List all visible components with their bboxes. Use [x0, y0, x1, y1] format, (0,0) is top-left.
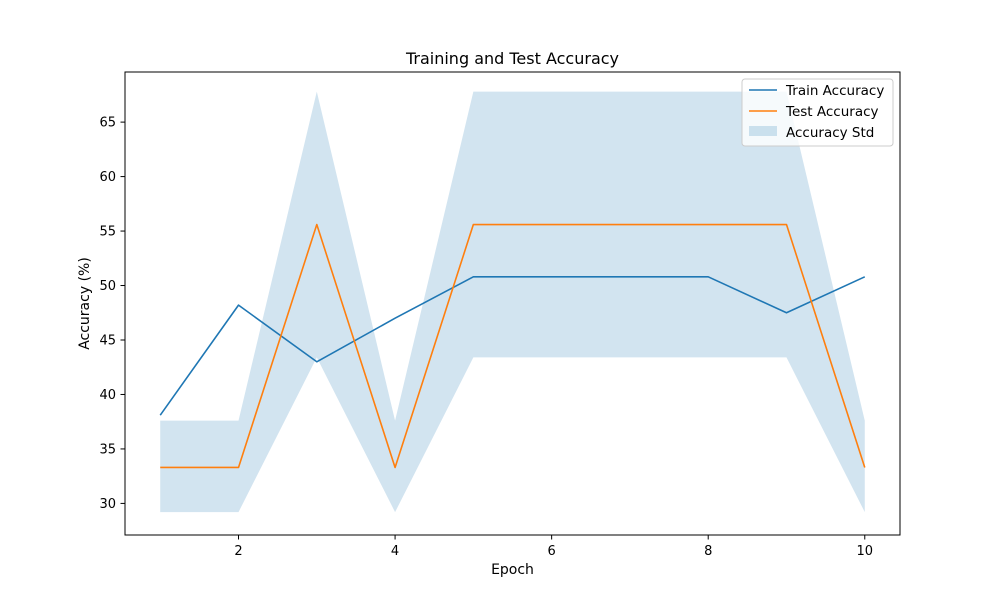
- y-tick-label: 30: [99, 497, 116, 512]
- y-tick-label: 60: [99, 170, 116, 185]
- legend-test-label: Test Accuracy: [785, 104, 879, 120]
- chart-title: Training and Test Accuracy: [405, 49, 619, 68]
- legend: Train Accuracy Test Accuracy Accuracy St…: [741, 78, 894, 147]
- std-band: [160, 91, 865, 513]
- legend-train-label: Train Accuracy: [785, 83, 884, 99]
- x-tick-label: 10: [856, 544, 873, 559]
- y-axis-label: Accuracy (%): [77, 257, 93, 350]
- legend-std-swatch: [749, 126, 777, 136]
- x-axis-label: Epoch: [491, 562, 534, 578]
- x-tick-label: 6: [548, 544, 556, 559]
- y-tick-label: 35: [99, 442, 116, 457]
- x-tick-label: 2: [234, 544, 242, 559]
- x-tick-label: 4: [391, 544, 399, 559]
- y-tick-label: 50: [99, 279, 116, 294]
- y-tick-label: 65: [99, 116, 116, 131]
- y-tick-label: 40: [99, 388, 116, 403]
- x-tick-label: 8: [704, 544, 712, 559]
- plot-area: [159, 91, 866, 513]
- series-line-train: [159, 276, 866, 416]
- plot-frame: [124, 71, 901, 536]
- axis-ticks: 2 4 6 8 10 30 35 40 45 50 55 60 65: [99, 116, 873, 559]
- legend-box: [741, 78, 894, 147]
- series-line-test: [160, 223, 866, 469]
- y-tick-label: 55: [99, 225, 116, 240]
- y-tick-label: 45: [99, 333, 116, 348]
- legend-std-label: Accuracy Std: [786, 125, 874, 141]
